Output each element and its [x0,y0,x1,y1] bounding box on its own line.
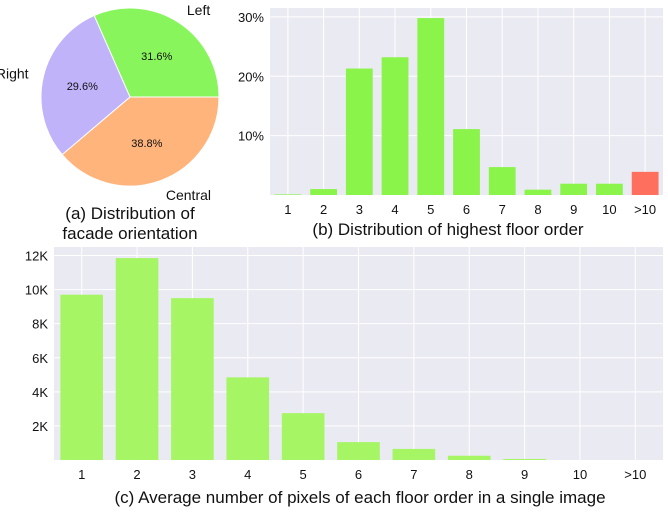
bar-c-xtick-label: >10 [624,467,646,482]
bar-c-xtick-label: 4 [244,467,251,482]
pie-percent-right: 29.6% [67,81,98,93]
bar-b-xtick-label: 5 [427,202,434,217]
bar-c-xtick-label: 8 [466,467,473,482]
bar-c-bar-4 [226,377,270,460]
pie-caption-line1: (a) Distribution of [65,204,195,223]
bar-chart-highest-floor: 10% 20% 30% 1 2 3 4 5 6 7 8 9 10 >10 [238,8,663,217]
bar-c-bar-5 [281,413,325,460]
bar-b-xtick-label: 10 [602,202,616,217]
bar-b-bar-4 [381,57,409,196]
bar-c-bar-1 [60,294,103,460]
pie-label-left: Left [187,2,210,18]
bar-b-bar-3 [345,68,373,195]
bar-b-xtick-label: >10 [634,202,656,217]
bar-c-bar-8 [447,455,491,460]
bar-b-bar-5 [417,18,445,195]
bar-b-ytick-label: 20% [238,69,264,84]
bar-c-xtick-label: 3 [189,467,196,482]
bar-b-xtick-label: 4 [391,202,398,217]
pie-caption-line2: facade orientation [62,224,197,243]
bar-b-bar-10 [596,183,623,195]
bar-b-xtick-label: 2 [320,202,327,217]
pie-slice-left [93,7,220,98]
bar-chart-average-pixels: 2K 4K 6K 8K 10K 12K 1 2 3 4 5 6 7 8 9 10 >10 [25,247,663,482]
bar-b-xtick-label: 6 [463,202,470,217]
bar-c-caption: (c) Average number of pixels of each flo… [114,488,605,507]
bar-b-bar-7 [488,167,516,195]
bar-b-bar-1 [274,194,302,195]
bar-c-bar-2 [115,258,159,460]
bar-c-xtick-label: 10 [573,467,587,482]
bar-c-xtick-label: 7 [410,467,417,482]
bar-b-xtick-label: 3 [356,202,363,217]
bar-c-ytick-label: 2K [32,419,48,434]
pie-percent-central: 38.8% [131,138,162,150]
bar-c-ytick-label: 10K [25,283,48,298]
bar-b-bar-2 [310,189,337,195]
bar-c-xtick-label: 5 [300,467,307,482]
bar-b-bar-8 [524,189,552,195]
pie-chart-orientation: 31.6% Left 38.8% Central 29.6% Right [0,2,220,203]
bar-b-xtick-label: 1 [284,202,291,217]
bar-c-ytick-label: 6K [32,351,48,366]
bar-b-xtick-label: 9 [570,202,577,217]
bar-c-bar-9 [503,458,546,460]
bar-b-ytick-label: 30% [238,10,264,25]
bar-b-ytick-label: 10% [238,129,264,144]
pie-label-central: Central [166,187,211,203]
bar-c-ytick-label: 8K [32,317,48,332]
bar-b-bar-6 [453,129,480,195]
bar-c-bar-7 [392,448,436,460]
bar-b-caption: (b) Distribution of highest floor order [312,220,584,239]
bar-c-ytick-label: 12K [25,249,48,264]
bar-b-xtick-label: 8 [534,202,541,217]
bar-b-xtick-label: 7 [499,202,506,217]
pie-label-right: Right [0,66,29,82]
bar-c-xtick-label: 9 [521,467,528,482]
pie-slice-right [40,14,131,156]
bar-c-bar-6 [337,442,380,460]
bar-c-ytick-label: 4K [32,385,48,400]
bar-b-bar-9 [560,183,588,195]
pie-slice-central [61,96,220,187]
bar-c-bar-3 [171,298,214,460]
bar-c-xtick-label: 6 [355,467,362,482]
bar-b-bar->10 [631,171,659,195]
bar-c-xtick-label: 1 [78,467,85,482]
pie-percent-left: 31.6% [141,51,172,63]
bar-c-xtick-label: 2 [133,467,140,482]
